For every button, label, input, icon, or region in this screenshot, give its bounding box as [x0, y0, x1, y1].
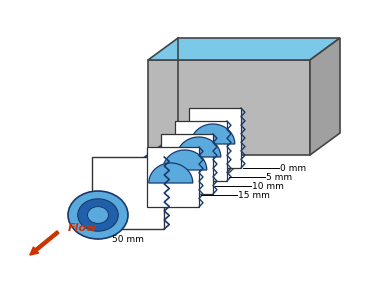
Polygon shape: [98, 151, 153, 239]
Polygon shape: [148, 60, 310, 155]
FancyArrow shape: [30, 231, 59, 255]
Ellipse shape: [87, 207, 108, 223]
Ellipse shape: [78, 199, 118, 231]
Polygon shape: [191, 124, 235, 144]
Polygon shape: [149, 163, 193, 183]
Polygon shape: [92, 157, 164, 229]
Text: 50 mm: 50 mm: [112, 235, 144, 244]
Polygon shape: [177, 137, 221, 157]
Polygon shape: [194, 155, 238, 177]
Polygon shape: [115, 157, 151, 226]
Text: 0 mm: 0 mm: [280, 164, 306, 172]
Polygon shape: [163, 150, 207, 170]
Polygon shape: [189, 108, 241, 168]
Polygon shape: [175, 121, 227, 181]
Polygon shape: [147, 147, 199, 207]
Text: 15 mm: 15 mm: [238, 191, 270, 200]
Polygon shape: [310, 38, 340, 155]
Text: 5 mm: 5 mm: [266, 172, 292, 181]
Ellipse shape: [68, 191, 128, 239]
Polygon shape: [161, 134, 213, 194]
Polygon shape: [148, 38, 340, 60]
Text: 10 mm: 10 mm: [252, 181, 284, 191]
Text: Flow: Flow: [68, 223, 98, 233]
